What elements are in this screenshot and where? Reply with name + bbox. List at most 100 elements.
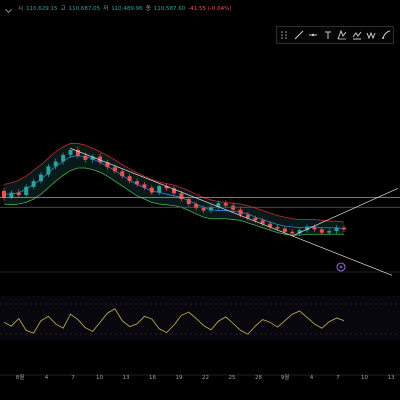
x-tick-label: 7: [336, 375, 340, 381]
ohlc-legend: 시 110,629.15 고 110,687.05 저 110,489.96 종…: [0, 2, 231, 16]
candle: [157, 184, 162, 195]
candle: [201, 205, 206, 213]
high-value: 110,687.05: [68, 6, 101, 12]
candle-body: [290, 231, 295, 234]
x-tick-label: 19: [176, 375, 183, 381]
candle-body: [135, 181, 140, 185]
candle-body: [231, 205, 236, 210]
trend-line-icon[interactable]: [293, 29, 305, 41]
candle: [186, 196, 191, 207]
candle: [194, 201, 199, 211]
candle-body: [9, 192, 14, 198]
candle: [68, 148, 73, 159]
candle: [61, 152, 66, 165]
x-tick-label: 22: [202, 375, 209, 381]
x-tick-label: 4: [45, 375, 49, 381]
candle-body: [179, 193, 184, 200]
high-label: 고: [60, 6, 66, 12]
x-tick-label: 4: [310, 375, 314, 381]
event-marker-icon[interactable]: [336, 262, 346, 272]
candle: [223, 199, 228, 209]
candle: [46, 163, 51, 177]
candle-body: [127, 176, 132, 182]
x-tick-label: 28: [255, 375, 262, 381]
candle: [305, 224, 310, 233]
candle: [172, 186, 176, 196]
candle-body: [46, 166, 51, 175]
candle-body: [31, 181, 36, 187]
candle: [135, 178, 140, 187]
candle-body: [112, 167, 117, 172]
brush-icon[interactable]: [380, 29, 392, 41]
candle: [268, 221, 273, 230]
x-tick-label: 8월: [16, 373, 25, 381]
candle: [342, 225, 346, 232]
candle: [208, 204, 213, 213]
candle: [24, 184, 29, 197]
candle-body: [282, 228, 287, 232]
low-value: 110,489.96: [111, 6, 143, 12]
candle: [245, 212, 250, 221]
x-tick-label: 13: [388, 375, 395, 381]
candle: [231, 203, 236, 213]
open-label: 시: [18, 6, 24, 12]
lower-band-line: [3, 167, 344, 236]
downtrend-line: [70, 148, 393, 276]
candle: [334, 225, 339, 234]
candle: [98, 153, 103, 165]
candle-body: [98, 156, 103, 163]
candle-body: [216, 203, 221, 208]
candle-body: [186, 199, 191, 204]
upper-band-line: [3, 143, 345, 223]
candle-body: [327, 231, 332, 233]
candle-body: [201, 208, 206, 211]
x-tick-label: 13: [123, 375, 130, 381]
candle: [216, 200, 221, 210]
candle: [179, 190, 184, 202]
candle: [319, 226, 324, 236]
candle: [31, 178, 36, 190]
horizontal-line-icon[interactable]: [307, 29, 319, 41]
oscillator-line: [3, 308, 345, 335]
candle: [127, 173, 132, 184]
candle-body: [223, 203, 228, 206]
candle-body: [83, 155, 88, 160]
change-value: -41.55 (-0.04%): [188, 6, 232, 12]
candle-body: [164, 186, 169, 189]
uptrend-line: [292, 188, 399, 237]
candle: [75, 146, 80, 159]
x-tick-label: 10: [96, 375, 103, 381]
x-tick-label: 10: [361, 375, 368, 381]
candle-body: [16, 192, 21, 195]
oscillator-series: [3, 308, 345, 335]
candle: [16, 189, 21, 198]
low-label: 저: [103, 6, 109, 12]
x-tick-label: 16: [149, 375, 156, 381]
candle-body: [305, 226, 310, 231]
candle-body: [105, 162, 110, 168]
text-tool-icon[interactable]: [322, 29, 334, 41]
pattern-icon[interactable]: [365, 29, 377, 41]
candle-body: [342, 227, 346, 230]
candle-body: [208, 207, 213, 211]
close-value: 110,587.60: [153, 6, 186, 12]
candle-body: [172, 188, 176, 194]
fib-icon[interactable]: [336, 29, 348, 41]
candle: [120, 168, 125, 179]
trend-lines: [70, 148, 399, 276]
candle-body: [194, 204, 199, 209]
candle: [53, 158, 58, 170]
candle: [90, 154, 95, 164]
candle-body: [319, 229, 324, 233]
candle-body: [142, 184, 147, 188]
event-marker-glyph: [339, 265, 343, 269]
grip-handle-icon[interactable]: [278, 29, 290, 41]
candle: [38, 172, 43, 184]
x-tick-label: 25: [229, 375, 236, 381]
open-value: 110,629.15: [26, 6, 58, 12]
candle-body: [334, 227, 339, 231]
pitchfork-icon[interactable]: [351, 29, 363, 41]
candle: [290, 229, 295, 236]
candle: [297, 227, 302, 236]
